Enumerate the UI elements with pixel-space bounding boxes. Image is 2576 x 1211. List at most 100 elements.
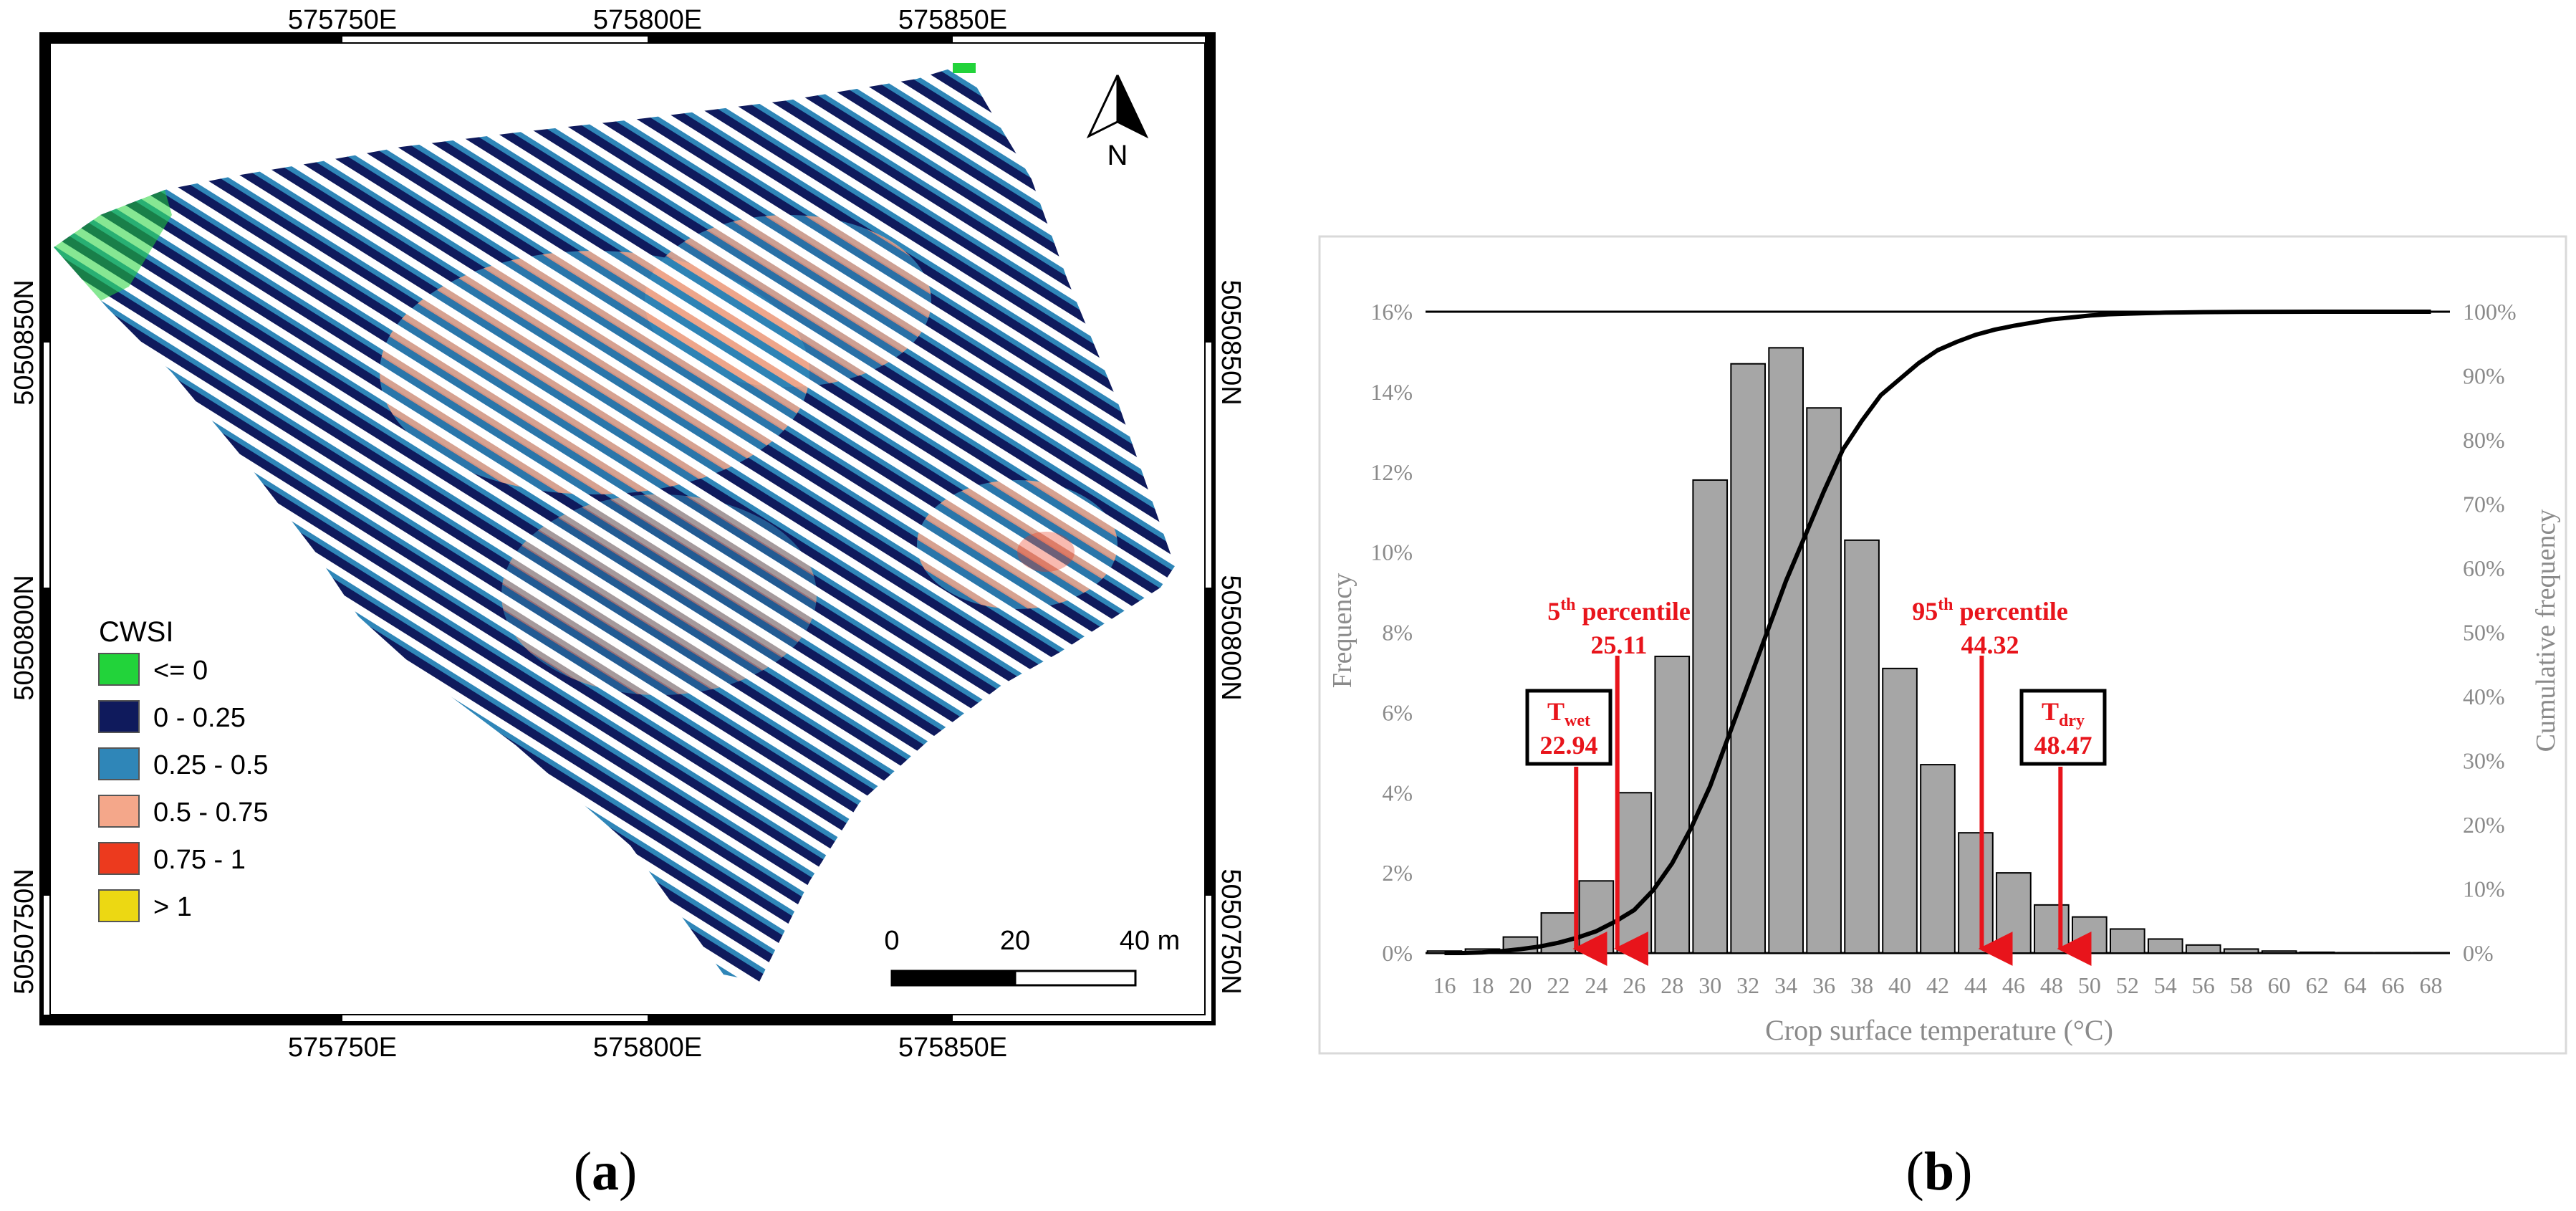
map-frame-outer xyxy=(39,32,1216,1025)
x-tick-label-0: 16 xyxy=(1433,972,1456,998)
bar-38 xyxy=(1844,539,1880,954)
bar-54 xyxy=(2147,938,2183,954)
coord-bottom-1: 575750E xyxy=(288,1033,397,1063)
y-tick-label-7: 14% xyxy=(1370,379,1413,405)
legend-swatch-2 xyxy=(98,747,140,780)
legend-label-5: > 1 xyxy=(153,892,192,922)
map-coordinate-labels: 575750E 575800E 575850E 575750E 575800E … xyxy=(9,5,1246,1063)
coord-right-1: 5050850N xyxy=(1216,279,1246,405)
x-tick-label-1: 18 xyxy=(1471,972,1494,998)
y2-tick-label-10: 100% xyxy=(2463,299,2517,325)
bar-26 xyxy=(1616,792,1653,954)
bar-64 xyxy=(2337,952,2373,954)
y2-tick-label-5: 50% xyxy=(2463,620,2505,646)
panel-label-a: (a) xyxy=(574,1141,638,1202)
y2-tick-label-7: 70% xyxy=(2463,492,2505,517)
y2-tick-label-9: 90% xyxy=(2463,363,2505,389)
scale-label-20: 20 xyxy=(1000,926,1030,956)
frequency-bars xyxy=(1426,347,2449,954)
label-tdry-value: 48.47 xyxy=(2034,731,2092,760)
bar-28 xyxy=(1654,656,1691,954)
x-tick-label-3: 22 xyxy=(1547,972,1570,998)
x-tick-label-12: 40 xyxy=(1888,972,1911,998)
x-tick-label-23: 62 xyxy=(2306,972,2329,998)
bar-48 xyxy=(2034,904,2070,954)
scale-label-40: 40 m xyxy=(1120,926,1180,956)
coord-left-2: 5050800N xyxy=(9,575,39,700)
x-tick-label-7: 30 xyxy=(1698,972,1721,998)
x-tick-label-24: 64 xyxy=(2344,972,2367,998)
y2-tick-label-8: 80% xyxy=(2463,427,2505,453)
bar-36 xyxy=(1806,407,1842,954)
bar-34 xyxy=(1768,347,1804,954)
x-tick-label-5: 26 xyxy=(1623,972,1645,998)
x-tick-label-16: 48 xyxy=(2040,972,2063,998)
x-tick-label-14: 44 xyxy=(1964,972,1987,998)
legend-swatch-3 xyxy=(98,795,140,828)
bar-58 xyxy=(2223,948,2259,954)
y2-tick-label-0: 0% xyxy=(2463,940,2494,966)
y-tick-label-3: 6% xyxy=(1382,699,1413,725)
y-tick-label-1: 2% xyxy=(1382,860,1413,886)
panel-labels: (a) (b) xyxy=(574,1141,1973,1202)
bar-66 xyxy=(2375,952,2411,954)
x-tick-label-15: 46 xyxy=(2002,972,2025,998)
field-edge-green-patch xyxy=(953,63,976,73)
bar-52 xyxy=(2109,928,2145,954)
x-tick-label-10: 36 xyxy=(1812,972,1835,998)
y-tick-label-8: 16% xyxy=(1370,299,1413,325)
histogram-panel: 0% 2% 4% 6% 8% 10% 12% 14% 16% 0% 10% 20% 30% 40% 50% 6… xyxy=(1318,235,2567,1055)
y2-tick-label-4: 40% xyxy=(2463,684,2505,709)
bar-46 xyxy=(1996,872,2032,954)
label-twet-value: 22.94 xyxy=(1540,731,1598,760)
x-tick-label-13: 42 xyxy=(1926,972,1949,998)
label-p5-value: 25.11 xyxy=(1590,631,1647,659)
x-tick-label-2: 20 xyxy=(1509,972,1532,998)
x-tick-label-22: 60 xyxy=(2268,972,2291,998)
x-tick-label-21: 58 xyxy=(2230,972,2253,998)
bar-42 xyxy=(1920,764,1956,954)
cwsi-map-panel: N CWSI <= 0 0 - 0.25 0.25 - 0.5 0.5 - 0.75 0… xyxy=(9,5,1246,1063)
legend-swatch-4 xyxy=(98,842,140,875)
coord-bottom-2: 575800E xyxy=(593,1033,702,1063)
bar-32 xyxy=(1730,363,1767,954)
legend-label-4: 0.75 - 1 xyxy=(153,845,246,875)
label-twet-box xyxy=(1525,689,1613,766)
x-tick-label-19: 54 xyxy=(2154,972,2177,998)
legend-label-0: <= 0 xyxy=(153,656,208,686)
x-tick-label-9: 34 xyxy=(1774,972,1797,998)
panel-label-b: (b) xyxy=(1906,1141,1973,1202)
y2-tick-label-3: 30% xyxy=(2463,748,2505,774)
label-p95-value: 44.32 xyxy=(1961,631,2019,659)
legend-label-2: 0.25 - 0.5 xyxy=(153,750,269,780)
bar-40 xyxy=(1882,667,1918,954)
label-p95-title: 95th percentile xyxy=(1912,595,2068,626)
x-tick-label-18: 52 xyxy=(2116,972,2139,998)
scale-bar: 0 20 40 m xyxy=(884,926,1180,987)
coord-top-3: 575850E xyxy=(898,5,1007,35)
coord-top-1: 575750E xyxy=(288,5,397,35)
legend-label-3: 0.5 - 0.75 xyxy=(153,798,269,828)
bar-60 xyxy=(2261,950,2297,954)
label-tdry-box xyxy=(2019,689,2107,766)
y-axis-title: Frequency xyxy=(1327,573,1357,688)
bar-30 xyxy=(1692,479,1729,954)
y-tick-label-2: 4% xyxy=(1382,780,1413,805)
coord-left-3: 5050750N xyxy=(9,868,39,994)
x-tick-label-20: 56 xyxy=(2192,972,2215,998)
scale-label-0: 0 xyxy=(884,926,899,956)
label-tdry-symbol: Tdry xyxy=(2042,697,2085,730)
chart-annotations: 5th percentile 25.11 95th percentile 44.32 T… xyxy=(1525,595,2107,966)
y2-tick-label-2: 20% xyxy=(2463,812,2505,838)
map-legend: CWSI <= 0 0 - 0.25 0.25 - 0.5 0.5 - 0.75 0.7… xyxy=(98,616,269,922)
x-tick-label-17: 50 xyxy=(2078,972,2101,998)
x-axis-title: Crop surface temperature (°C) xyxy=(1765,1014,2113,1046)
y-tick-label-6: 12% xyxy=(1370,459,1413,485)
bar-56 xyxy=(2185,944,2221,954)
x-tick-label-25: 66 xyxy=(2382,972,2405,998)
north-label: N xyxy=(1107,140,1128,171)
north-arrow: N xyxy=(1086,75,1149,171)
legend-swatch-0 xyxy=(98,653,140,686)
